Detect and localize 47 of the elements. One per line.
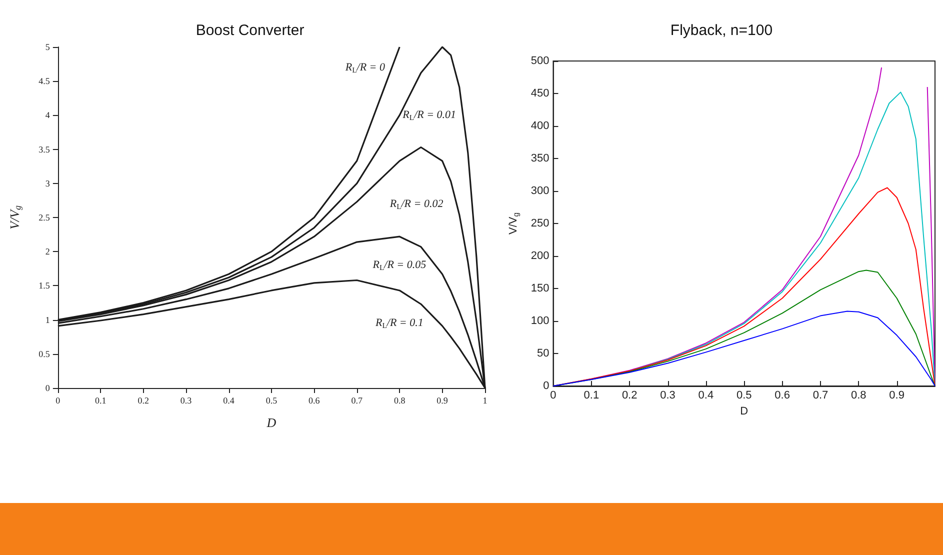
- y-axis-title: V/Vg: [7, 205, 22, 230]
- x-axis-title: D: [266, 415, 277, 430]
- y-tick-label: 4.5: [38, 76, 50, 86]
- y-tick-label: 4: [45, 110, 50, 120]
- x-tick-label: 0.4: [223, 396, 235, 406]
- y-tick-label: 450: [530, 88, 550, 100]
- x-tick-label: 0.5: [266, 396, 278, 406]
- y-tick-label: 150: [530, 282, 550, 294]
- y-tick-label: 100: [530, 315, 550, 327]
- y-tick-label: 1.5: [38, 280, 50, 291]
- x-axis-title: D: [740, 406, 748, 418]
- chart-title: Flyback, n=100: [670, 22, 773, 39]
- x-tick-label: 0.8: [394, 396, 406, 406]
- x-tick-label: 0.1: [584, 390, 600, 402]
- y-tick-label: 500: [530, 55, 550, 67]
- y-tick-label: 2.5: [38, 212, 50, 222]
- y-tick-label: 2: [45, 246, 50, 257]
- x-tick-label: 0.9: [889, 390, 904, 402]
- x-tick-label: 0.9: [436, 396, 448, 406]
- x-tick-label: 0.4: [698, 390, 714, 402]
- y-tick-label: 0.5: [38, 348, 50, 359]
- y-tick-label: 3.5: [38, 144, 50, 154]
- y-tick-label: 400: [530, 120, 550, 132]
- x-tick-label: 1: [482, 396, 488, 406]
- y-tick-label: 1: [45, 314, 50, 325]
- x-tick-label: 0.5: [736, 390, 752, 402]
- y-tick-label: 200: [530, 250, 550, 262]
- x-tick-label: 0.6: [774, 390, 790, 402]
- y-tick-label: 250: [530, 218, 550, 230]
- x-tick-label: 0.8: [850, 390, 866, 402]
- x-tick-label: 0.2: [138, 396, 149, 406]
- y-tick-label: 3: [45, 178, 50, 188]
- y-tick-label: 0: [45, 383, 50, 393]
- x-tick-label: 0.1: [95, 396, 106, 406]
- x-tick-label: 0.7: [351, 396, 364, 406]
- x-tick-label: 0.3: [660, 390, 676, 402]
- y-tick-label: 350: [530, 152, 550, 164]
- y-tick-label: 5: [45, 42, 50, 52]
- x-tick-label: 0.6: [308, 396, 320, 406]
- y-tick-label: 50: [536, 348, 550, 360]
- x-tick-label: 0: [56, 396, 61, 406]
- y-tick-label: 0: [543, 380, 550, 392]
- x-tick-label: 0.2: [622, 390, 638, 402]
- x-tick-label: 0.7: [812, 390, 828, 402]
- x-tick-label: 0.3: [180, 396, 192, 406]
- chart-title: Boost Converter: [196, 22, 304, 39]
- y-tick-label: 300: [530, 185, 550, 197]
